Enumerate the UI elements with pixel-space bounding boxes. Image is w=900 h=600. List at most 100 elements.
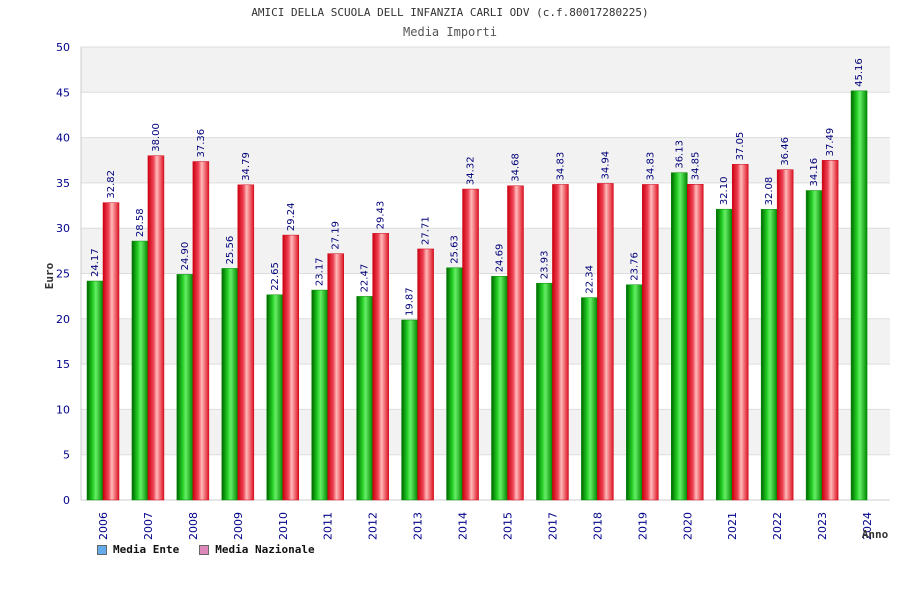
value-label: 32.82 xyxy=(106,170,117,199)
y-axis-ticks: 0 5 10 15 20 25 30 35 40 45 50 xyxy=(56,41,70,507)
x-tick-label: 2007 xyxy=(142,512,155,540)
value-label: 32.08 xyxy=(764,177,775,206)
legend-item-ente: Media Ente xyxy=(97,543,179,556)
bar-media-ente xyxy=(536,282,553,501)
value-label: 19.87 xyxy=(405,287,416,316)
x-tick-label: 2015 xyxy=(502,512,515,540)
plot-band xyxy=(81,409,890,455)
y-tick-label: 10 xyxy=(56,403,70,416)
x-tick-label: 2011 xyxy=(322,512,335,540)
value-label: 24.69 xyxy=(495,244,506,273)
y-tick-label: 30 xyxy=(56,222,70,235)
bar-media-nazionale xyxy=(417,248,434,501)
value-label: 34.94 xyxy=(600,151,611,180)
x-tick-label: 2020 xyxy=(681,512,694,540)
plot-band xyxy=(81,454,890,500)
bar-media-ente xyxy=(446,267,463,501)
bar-media-ente xyxy=(266,294,284,501)
bar-media-nazionale xyxy=(687,184,704,501)
legend: Media Ente Media Nazionale xyxy=(97,543,315,556)
value-label: 34.79 xyxy=(241,152,252,181)
bar-media-nazionale xyxy=(237,184,255,501)
bar-media-nazionale xyxy=(102,202,120,501)
value-label: 34.16 xyxy=(809,158,820,187)
value-label: 22.65 xyxy=(270,262,281,291)
value-label: 32.10 xyxy=(719,177,730,206)
plot-band xyxy=(81,47,890,93)
value-label: 37.36 xyxy=(196,129,207,158)
x-tick-label: 2019 xyxy=(636,512,649,540)
value-label: 28.58 xyxy=(135,208,146,237)
x-tick-label: 2014 xyxy=(457,512,470,540)
y-tick-label: 0 xyxy=(63,494,70,507)
bar-media-nazionale xyxy=(507,185,524,501)
x-tick-label: 2022 xyxy=(771,512,784,540)
bar-media-nazionale xyxy=(642,184,659,501)
value-label: 34.85 xyxy=(690,152,701,181)
bar-media-nazionale xyxy=(192,161,210,501)
plot-band xyxy=(81,228,890,274)
bar-media-nazionale xyxy=(552,184,569,501)
y-tick-label: 35 xyxy=(56,177,70,190)
plot-band xyxy=(81,318,890,365)
bar-media-ente xyxy=(311,289,328,501)
value-label: 23.93 xyxy=(539,251,550,280)
x-tick-label: 2012 xyxy=(367,512,380,540)
y-tick-label: 20 xyxy=(56,313,70,326)
value-label: 45.16 xyxy=(854,58,865,87)
x-axis-ticks: 2006 2007 2008 2009 2010 2011 2012 2013 2014 2015… xyxy=(97,512,874,540)
value-label: 37.49 xyxy=(825,128,836,157)
value-label: 23.17 xyxy=(315,257,326,286)
value-label: 38.00 xyxy=(151,123,162,152)
legend-label-ente: Media Ente xyxy=(113,543,180,556)
x-tick-label: 2006 xyxy=(97,512,110,540)
legend-item-nazionale: Media Nazionale xyxy=(199,543,315,556)
x-tick-label: 2024 xyxy=(861,512,874,540)
bar-media-ente xyxy=(401,319,418,501)
legend-swatch-nazionale xyxy=(199,544,210,555)
value-label: 25.63 xyxy=(450,235,461,264)
plot-band xyxy=(81,92,890,138)
x-tick-label: 2023 xyxy=(816,512,829,540)
plot-band xyxy=(81,182,890,229)
x-tick-label: 2021 xyxy=(726,512,739,540)
value-label: 36.46 xyxy=(780,137,791,166)
value-label: 29.43 xyxy=(376,201,387,230)
bar-media-ente xyxy=(581,297,598,501)
bar-media-ente xyxy=(850,90,868,501)
y-tick-label: 15 xyxy=(56,358,70,371)
y-axis-label: Euro xyxy=(43,262,56,289)
y-tick-label: 40 xyxy=(56,132,70,145)
bar-media-nazionale xyxy=(327,253,344,501)
bar-media-ente xyxy=(671,172,688,501)
value-label: 24.90 xyxy=(180,242,191,271)
bar-media-nazionale xyxy=(147,155,165,501)
value-label: 22.47 xyxy=(360,264,371,293)
chart-subtitle: Media Importi xyxy=(403,25,497,39)
value-label: 34.83 xyxy=(555,152,566,181)
bar-media-ente xyxy=(221,268,239,501)
value-label: 27.19 xyxy=(331,221,342,250)
bar-media-ente xyxy=(760,209,778,501)
value-label: 23.76 xyxy=(629,252,640,281)
bar-media-ente xyxy=(805,190,823,501)
value-label: 34.83 xyxy=(645,152,656,181)
bar-media-nazionale xyxy=(462,188,479,501)
legend-label-nazionale: Media Nazionale xyxy=(215,543,315,556)
bar-media-nazionale xyxy=(597,183,614,501)
x-tick-label: 2010 xyxy=(277,512,290,540)
x-tick-label: 2017 xyxy=(546,512,559,540)
x-tick-label: 2013 xyxy=(412,512,425,540)
bar-media-ente xyxy=(626,284,643,501)
bar-media-ente xyxy=(86,280,104,501)
plot-band xyxy=(81,273,890,319)
x-tick-label: 2018 xyxy=(591,512,604,540)
bar-media-nazionale xyxy=(731,164,749,501)
bar-media-nazionale xyxy=(372,233,389,501)
grid-lines xyxy=(80,46,890,501)
value-label: 29.24 xyxy=(286,202,297,231)
value-labels: 24.17 32.82 28.58 38.00 24.90 37.36 25.56 34.79… xyxy=(90,58,865,316)
value-label: 25.56 xyxy=(225,236,236,265)
bar-media-nazionale xyxy=(282,234,300,501)
y-tick-label: 5 xyxy=(63,449,70,462)
